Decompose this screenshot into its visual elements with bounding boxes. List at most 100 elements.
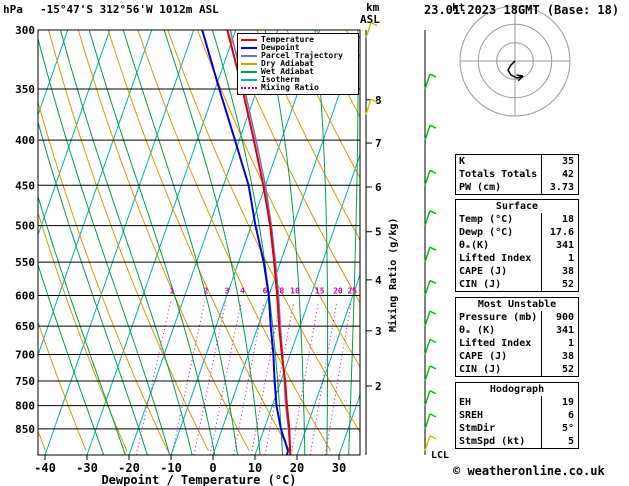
stat-label: CAPE (J) [456,350,542,363]
svg-text:1: 1 [170,287,175,296]
stat-row: K 35 [456,155,578,168]
wind-barb [424,124,437,141]
stat-row: CIN (J) 52 [456,363,578,376]
temperature-axis: -40 -30 -20 -10 0 10 20 30 [34,455,346,475]
wind-barb [365,21,378,38]
legend-swatch-wet-adiabat [241,71,257,73]
wind-barb [365,98,378,115]
copyright: © weatheronline.co.uk [453,464,605,478]
svg-text:-40: -40 [34,461,56,475]
stats-panel-surface: Surface Temp (°C) 18 Dewp (°C) 17.6 θₑ(K) 341 L… [455,199,579,292]
svg-text:750: 750 [15,375,35,388]
hodograph-unit-label: kt [452,1,466,14]
legend-box: Temperature Dewpoint Parcel Trajectory Dry … [237,33,359,95]
plot-border [37,29,361,456]
lcl-label: LCL [431,450,449,461]
stat-label: EH [456,396,542,409]
stat-value: 341 [555,325,574,336]
svg-text:8: 8 [375,94,382,107]
wind-barb [424,169,437,186]
legend-swatch-mixing-ratio [241,87,257,89]
svg-text:700: 700 [15,349,35,362]
svg-text:20: 20 [333,287,343,296]
legend-label: Mixing Ratio [261,83,319,92]
stat-value: 1 [567,338,574,349]
altitude-unit-asl: ASL [360,13,380,26]
legend-item: Dry Adiabat [241,60,358,68]
stat-value: 341 [555,240,574,251]
wind-barbs-yellow [365,21,437,452]
stat-row: CIN (J) 52 [456,278,578,291]
svg-text:2: 2 [375,380,382,393]
stat-row: Totals Totals 42 [456,168,578,181]
stat-row: θₑ(K) 341 [456,239,578,252]
svg-text:4: 4 [240,287,245,296]
legend-item: Dewpoint [241,44,358,52]
skewt-chart: 300350400450500550600650700750800850-40-… [15,21,449,486]
legend-swatch-dewpoint [241,47,257,49]
svg-text:600: 600 [15,289,35,302]
stat-row: Lifted Index 1 [456,252,578,265]
svg-text:3: 3 [225,287,230,296]
svg-text:4: 4 [375,274,382,287]
stat-value: 17.6 [549,227,574,238]
stats-panel-indices: K 35 Totals Totals 42 PW (cm) 3.73 [455,154,579,195]
svg-text:0: 0 [209,461,216,475]
stat-value: 900 [555,312,574,323]
wind-barb [424,73,437,90]
svg-text:550: 550 [15,256,35,269]
wind-barb [424,413,437,430]
wind-barb [424,338,437,355]
stat-row: CAPE (J) 38 [456,265,578,278]
stat-label: Lifted Index [456,252,542,265]
legend-label: Parcel Trajectory [261,51,343,60]
svg-text:30: 30 [332,461,346,475]
stat-value: 1 [567,253,574,264]
mixing-ratio-axis-label: Mixing Ratio (g/kg) [387,218,399,332]
stat-label: CIN (J) [456,278,542,291]
stat-value: 42 [561,169,574,180]
stat-row: Pressure (mb) 900 [456,311,578,324]
dewpoint-line [201,30,290,455]
stat-value: 52 [561,364,574,375]
wind-barb [424,246,437,263]
stat-value: 19 [561,397,574,408]
legend-item: Wet Adiabat [241,68,358,76]
pressure-unit-label: hPa [3,3,23,16]
stat-label: SREH [456,409,542,422]
mixing-ratio-value-labels: 1 2 3 4 6 8 10 15 20 25 [170,287,358,296]
wet-adiabat-lines [38,30,359,455]
stat-label: CAPE (J) [456,265,542,278]
svg-text:10: 10 [290,287,300,296]
svg-text:800: 800 [15,400,35,413]
legend-label: Temperature [261,35,314,44]
stat-label: StmDir [456,422,542,435]
legend-swatch-temperature [241,39,257,41]
stat-row: Temp (°C) 18 [456,213,578,226]
isotherm-lines [38,30,360,455]
legend-swatch-isotherm [241,79,257,81]
stat-value: 38 [561,351,574,362]
dry-adiabat-lines [38,30,360,452]
legend-label: Dewpoint [261,43,300,52]
pressure-tick-labels: 300 350 400 450 500 550 600 650 700 750 800 850 [15,24,35,436]
wind-barb [424,365,437,382]
panel-title: Surface [495,201,539,212]
stat-row: θₑ (K) 341 [456,324,578,337]
wind-barb [424,279,437,296]
svg-text:6: 6 [375,181,382,194]
temperature-line [226,30,292,455]
panel-title: Most Unstable [477,299,557,310]
altitude-unit-km: km [366,1,380,14]
stat-row: SREH 6 [456,409,578,422]
svg-text:-10: -10 [160,461,182,475]
legend-swatch-parcel-trajectory [241,55,257,57]
pressure-gridlines [38,88,360,430]
stat-row: StmDir 5° [456,422,578,435]
stat-value: 52 [561,279,574,290]
svg-text:650: 650 [15,320,35,333]
wind-barbs-green [424,73,437,430]
wind-barb [424,389,437,406]
stat-value: 6 [567,410,574,421]
